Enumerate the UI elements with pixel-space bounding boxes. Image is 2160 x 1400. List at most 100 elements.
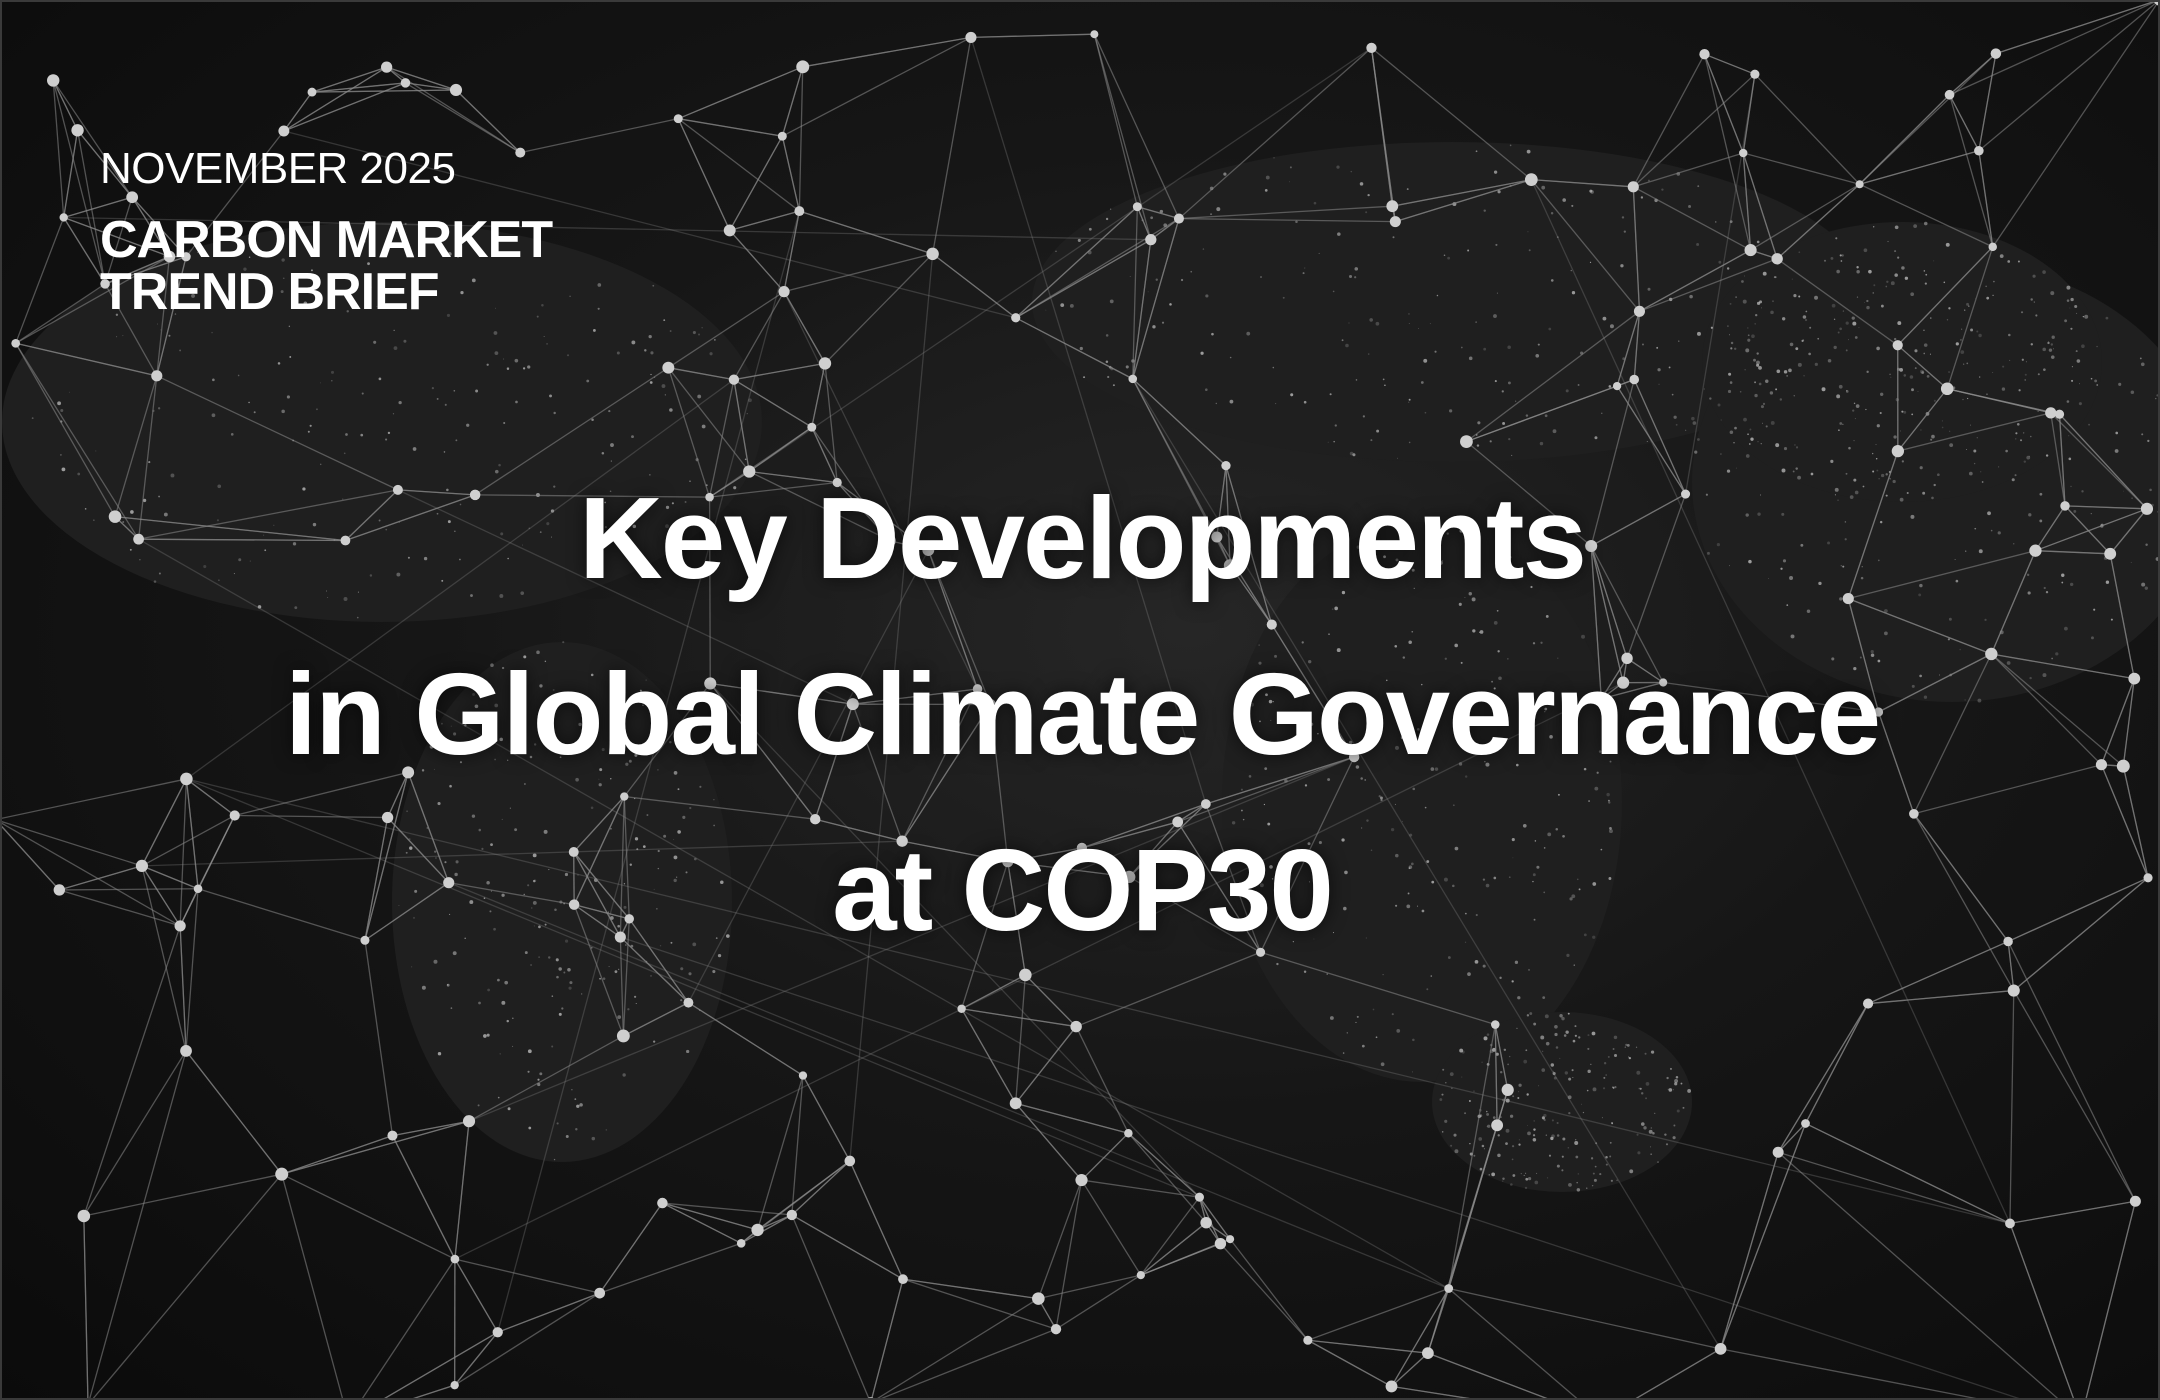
city-light — [1478, 1137, 1483, 1141]
city-light — [1917, 391, 1919, 393]
city-light — [1408, 401, 1410, 403]
city-light — [509, 807, 511, 809]
network-node — [71, 124, 84, 137]
city-light — [1497, 190, 1501, 194]
city-light — [1522, 823, 1527, 828]
city-light — [1307, 842, 1311, 846]
city-light — [1720, 419, 1722, 421]
city-light — [1533, 1120, 1535, 1122]
network-node — [2029, 544, 2042, 557]
city-light — [550, 536, 553, 538]
network-line — [186, 379, 735, 780]
city-light — [1452, 804, 1455, 807]
city-light — [153, 580, 157, 583]
city-light — [211, 413, 216, 418]
city-light — [1609, 1155, 1612, 1158]
city-light — [1355, 379, 1358, 381]
city-light — [1378, 795, 1381, 798]
city-light — [1993, 280, 1995, 283]
city-light — [1273, 882, 1276, 885]
network-node — [1011, 313, 1021, 323]
city-light — [1459, 713, 1463, 717]
network-line — [413, 1384, 455, 1398]
network-line — [197, 888, 366, 941]
city-light — [1899, 368, 1904, 372]
city-light — [1109, 299, 1114, 304]
city-light — [1635, 1046, 1638, 1048]
network-line — [2035, 550, 2111, 555]
city-light — [2066, 285, 2071, 290]
network-line — [1391, 1385, 1470, 1398]
city-light — [1409, 833, 1413, 837]
network-line — [1948, 94, 1994, 248]
city-light — [302, 487, 306, 491]
city-light — [1441, 1131, 1444, 1133]
city-light — [1567, 1012, 1570, 1015]
city-light — [1556, 236, 1559, 239]
city-light — [1509, 144, 1512, 147]
city-light — [1259, 883, 1264, 888]
city-light — [1408, 865, 1413, 869]
city-light — [717, 954, 722, 958]
city-light — [130, 510, 134, 514]
city-light — [1795, 446, 1799, 449]
city-light — [494, 703, 499, 708]
network-node — [1699, 49, 1710, 60]
city-light — [1786, 375, 1788, 377]
city-light — [698, 333, 700, 336]
city-light — [1443, 877, 1448, 882]
city-light — [1853, 666, 1857, 671]
city-light — [2037, 373, 2040, 376]
network-line — [138, 538, 346, 542]
city-light — [1628, 1056, 1630, 1058]
city-light — [2007, 260, 2011, 263]
network-line — [1177, 821, 1262, 953]
network-line — [283, 66, 387, 132]
city-light — [1741, 280, 1744, 283]
network-line — [283, 82, 406, 132]
city-light — [1545, 615, 1549, 618]
city-light — [1505, 1128, 1510, 1133]
city-light — [1259, 720, 1261, 723]
city-light — [607, 911, 610, 913]
city-light — [1241, 809, 1243, 812]
city-light — [1729, 430, 1734, 434]
network-line — [1466, 441, 1592, 547]
city-light — [84, 508, 87, 510]
network-line — [1897, 412, 2051, 452]
city-light — [1922, 491, 1926, 495]
network-line — [710, 682, 853, 705]
city-light — [1386, 679, 1388, 682]
city-light — [1360, 827, 1363, 829]
network-node — [1173, 213, 1184, 224]
city-light — [512, 1017, 514, 1020]
city-light — [1546, 1177, 1549, 1179]
city-light — [1544, 710, 1546, 713]
city-light — [1346, 1032, 1348, 1034]
network-line — [836, 481, 929, 551]
network-line — [63, 130, 79, 218]
network-line — [2109, 508, 2148, 555]
city-light — [657, 849, 660, 853]
city-light — [1211, 332, 1214, 336]
city-light — [2061, 573, 2065, 577]
network-line — [186, 778, 236, 816]
network-line — [1719, 1152, 1779, 1350]
city-light — [1215, 402, 1217, 405]
city-light — [1349, 274, 1353, 279]
city-light — [1520, 1173, 1522, 1175]
city-light — [1543, 1118, 1546, 1122]
city-light — [2042, 270, 2046, 274]
city-light — [590, 806, 594, 810]
city-light — [1556, 1164, 1560, 1168]
city-light — [1768, 578, 1769, 579]
city-light — [677, 830, 681, 834]
network-line — [448, 882, 1449, 1290]
city-light — [1923, 352, 1926, 355]
city-light — [701, 327, 703, 329]
network-node — [1739, 148, 1748, 158]
city-light — [2070, 327, 2073, 330]
city-light — [1412, 787, 1416, 791]
network-line — [59, 888, 199, 891]
city-light — [733, 486, 737, 490]
